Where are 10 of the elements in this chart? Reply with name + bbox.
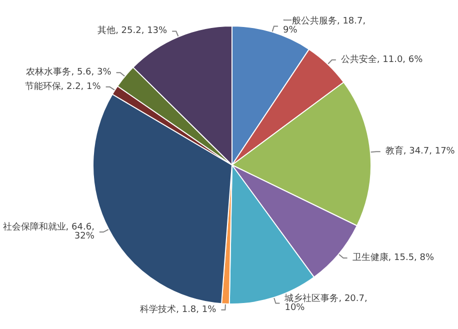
slice-label: 城乡社区事务, 20.7, 10%	[284, 292, 368, 313]
slice-label: 教育, 34.7, 17%	[385, 146, 456, 157]
slice-label: 卫生健康, 15.5, 8%	[352, 252, 434, 263]
slice-label: 社会保障和就业, 64.6, 32%	[2, 222, 95, 242]
slice-label: 公共安全, 11.0, 6%	[340, 54, 424, 65]
slice-label: 其他, 25.2, 13%	[98, 25, 168, 36]
slice-label: 科学技术, 1.8, 1%	[140, 304, 217, 315]
slice-label: 一般公共服务, 18.7, 9%	[282, 16, 366, 36]
slice-label: 农林水事务, 5.6, 3%	[26, 66, 112, 78]
slice-label: 节能环保, 2.2, 1%	[24, 80, 102, 92]
